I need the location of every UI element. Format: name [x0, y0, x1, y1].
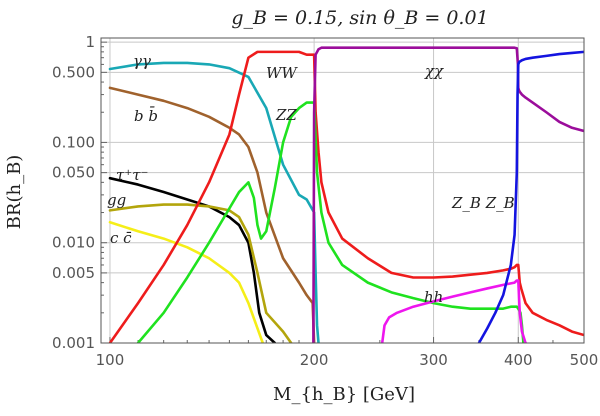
y-tick-label: 0.050	[52, 164, 95, 182]
x-tick-label: 300	[419, 351, 448, 369]
series-line-hh	[380, 279, 528, 343]
curves	[108, 46, 584, 343]
series-line-zz	[136, 101, 525, 343]
x-tick-label: 400	[504, 351, 533, 369]
y-tick-label: 0.001	[52, 334, 95, 352]
label-bbbar: b b̄	[134, 107, 158, 125]
x-axis-label: M_{h_B} [GeV]	[273, 384, 415, 405]
label-tau-tau: τ⁺τ⁻	[116, 166, 148, 184]
label-zz: ZZ	[275, 106, 297, 124]
x-tick-label: 200	[300, 351, 329, 369]
y-tick-label: 0.100	[52, 133, 95, 151]
y-tick-label: 1	[85, 33, 95, 51]
label-zb-zb: Z_B Z_B	[451, 194, 515, 212]
y-axis-label: BR(h_B)	[4, 155, 25, 230]
series-line-ww	[108, 50, 584, 343]
series-line-gg	[108, 203, 293, 343]
curve-labels: γγ b b̄ τ⁺τ⁻ gg c c̄ WW ZZ χχ hh Z_B Z_B	[107, 52, 515, 306]
series-line-xx	[312, 46, 584, 343]
series-line--	[108, 61, 320, 343]
label-ww: WW	[266, 64, 298, 82]
label-hh: hh	[424, 288, 443, 306]
y-tick-label: 0.010	[52, 234, 95, 252]
y-tick-label: 0.005	[52, 264, 95, 282]
label-chi-chi: χχ	[424, 62, 444, 80]
series-line--	[108, 176, 277, 343]
label-gg: gg	[107, 191, 126, 209]
x-tick-label: 100	[96, 351, 125, 369]
label-gamma-gamma: γγ	[133, 52, 151, 70]
series-line-b-b-	[108, 86, 316, 343]
label-ccbar: c c̄	[110, 229, 132, 247]
plot-frame	[100, 37, 585, 344]
series-line-c-c-	[108, 220, 265, 343]
chart-title: g_B = 0.15, sin θ_B = 0.01	[231, 7, 488, 29]
series-line-z-b-z-b	[477, 50, 584, 343]
x-tick-label: 500	[570, 351, 599, 369]
y-tick-label: 0.500	[52, 63, 95, 81]
